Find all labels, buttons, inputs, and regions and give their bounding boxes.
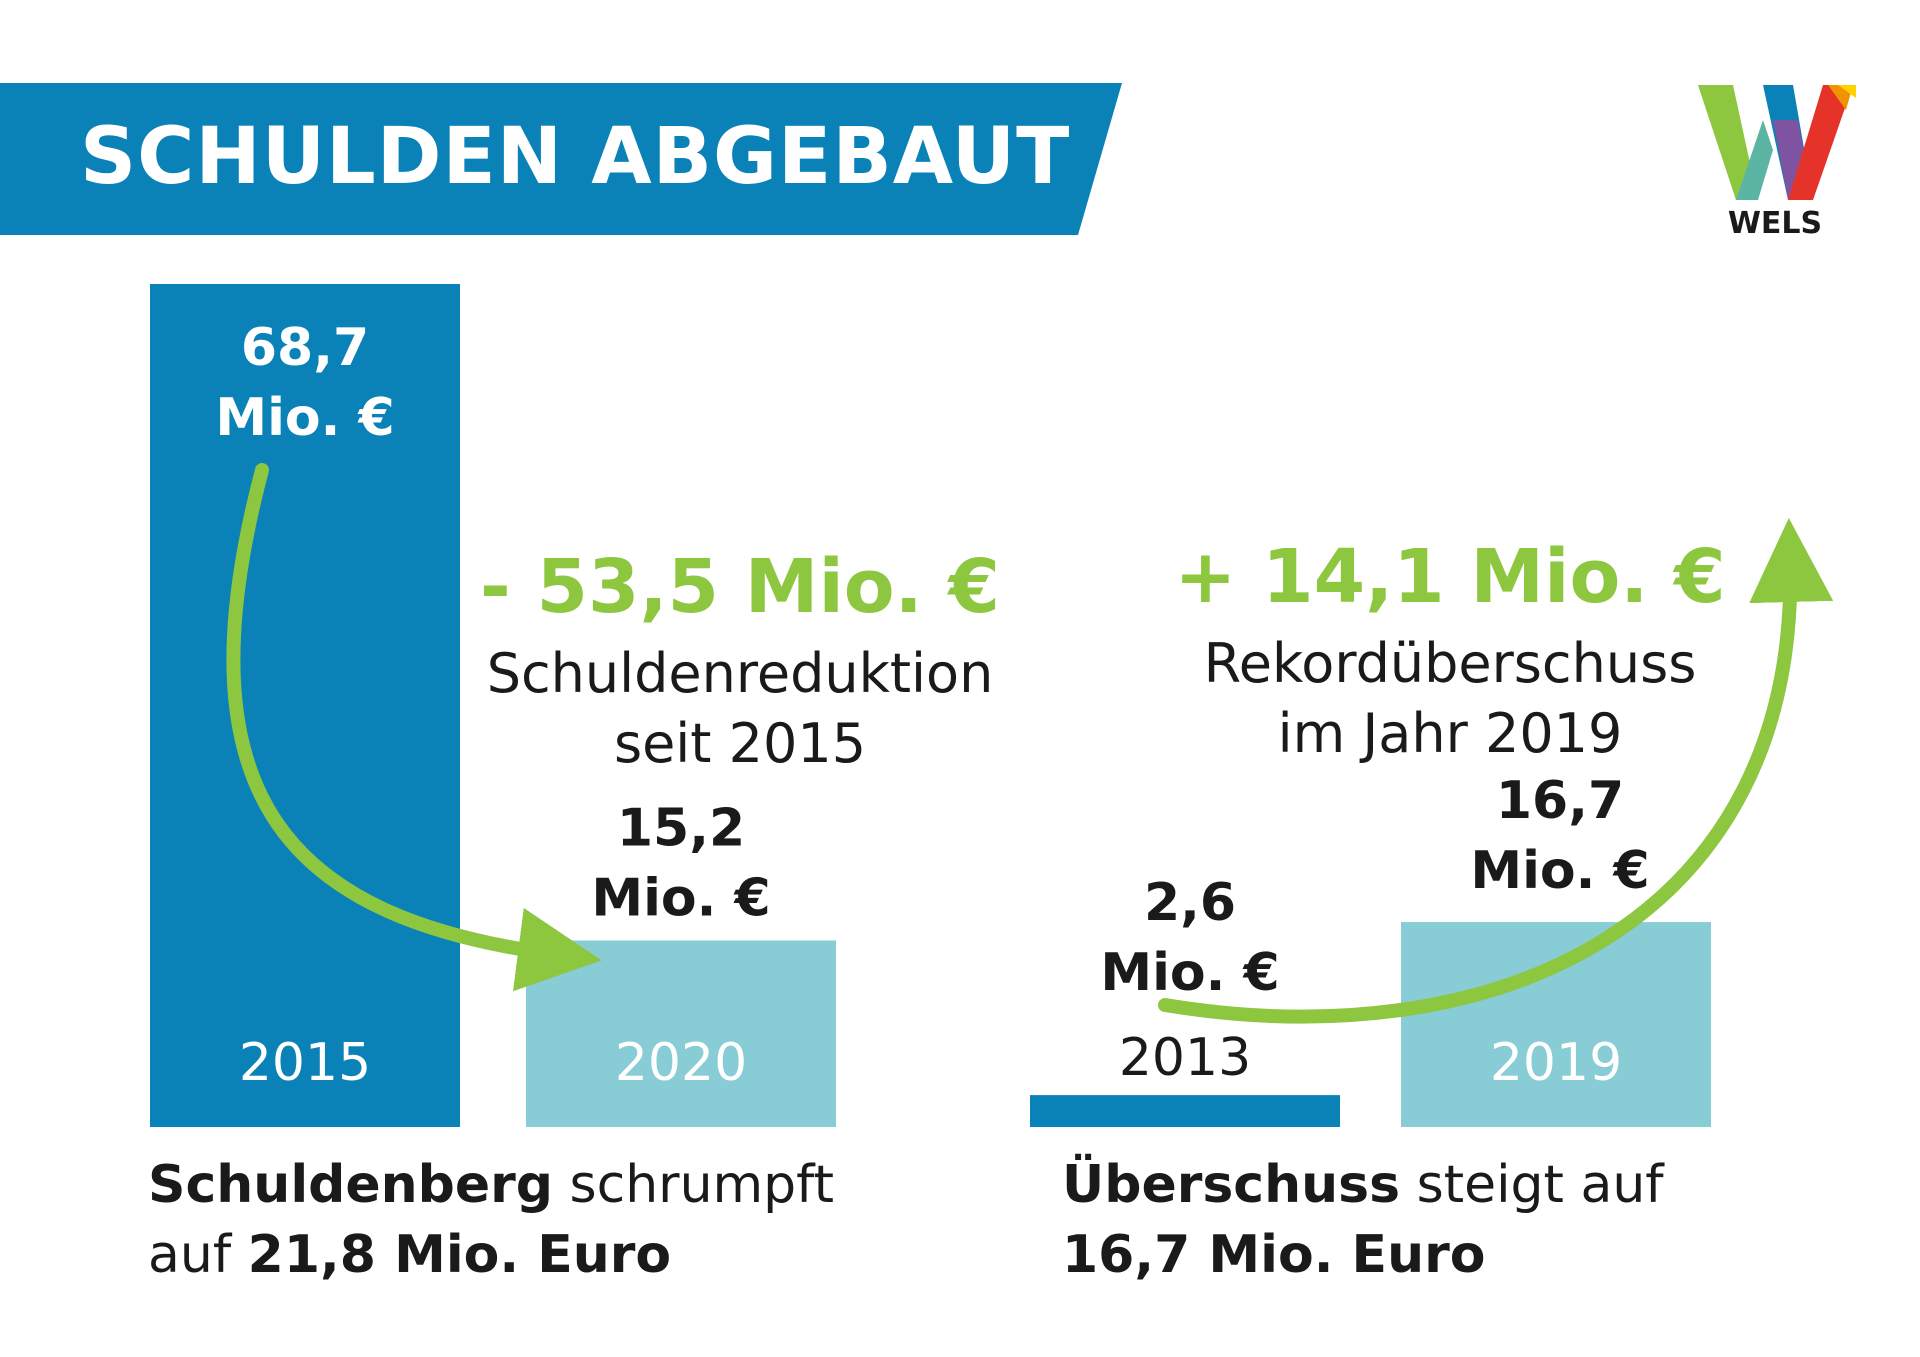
value-label-2013: 2,6	[1144, 873, 1236, 933]
category-label-2020: 2020	[615, 1033, 747, 1093]
arrow-decrease	[226, 463, 602, 992]
bar-2019	[1401, 922, 1711, 1127]
arrow-increase	[1158, 518, 1834, 1024]
chart-surplus: 2013 2019 2,6 Mio. € 16,7 Mio. € + 14,1 Mio. €…	[1030, 518, 1834, 1127]
annotation-line: seit 2015	[614, 712, 866, 775]
category-label-2019: 2019	[1490, 1033, 1622, 1093]
category-label-2015: 2015	[239, 1033, 371, 1093]
caption-debt: Schuldenberg schrumpft auf 21,8 Mio. Eur…	[148, 1150, 834, 1290]
value-unit-2019: Mio. €	[1470, 841, 1649, 901]
annotation-line: Schuldenreduktion	[487, 642, 994, 705]
annotation-line: im Jahr 2019	[1278, 702, 1623, 765]
value-label-2020: 15,2	[617, 798, 745, 858]
value-unit-2020: Mio. €	[591, 868, 770, 928]
title-banner: SCHULDEN ABGEBAUT	[0, 0, 1920, 260]
caption-surplus-bold: Überschuss	[1062, 1155, 1401, 1215]
annotation-value: - 53,5 Mio. €	[480, 544, 1000, 630]
bar-2015	[150, 284, 460, 1127]
value-unit-2013: Mio. €	[1100, 943, 1279, 1003]
annotation-line: Rekordüberschuss	[1204, 632, 1697, 695]
annotation-value: + 14,1 Mio. €	[1174, 534, 1725, 620]
caption-surplus-text1: steigt auf	[1400, 1155, 1664, 1215]
caption-debt-bold2: 21,8 Mio. Euro	[247, 1225, 672, 1285]
value-unit-2015: Mio. €	[215, 388, 394, 448]
wels-w-logo-icon	[1688, 80, 1858, 250]
caption-surplus: Überschuss steigt auf 16,7 Mio. Euro	[1062, 1150, 1664, 1290]
caption-surplus-bold2: 16,7 Mio. Euro	[1062, 1225, 1486, 1285]
logo-text: WELS	[1727, 206, 1823, 241]
caption-debt-bold: Schuldenberg	[148, 1155, 554, 1215]
chart-debt: 2015 2020 68,7 Mio. € 15,2 Mio. € - 53,5 Mio. …	[150, 284, 1000, 1127]
page-title: SCHULDEN ABGEBAUT	[80, 112, 1071, 202]
caption-debt-text2: auf	[148, 1225, 248, 1285]
category-label-2013: 2013	[1119, 1028, 1251, 1088]
bar-2013	[1030, 1095, 1340, 1127]
value-label-2019: 16,7	[1496, 771, 1624, 831]
value-label-2015: 68,7	[241, 318, 369, 378]
banner-shape	[0, 83, 1122, 235]
caption-debt-text1: schrumpft	[553, 1155, 834, 1215]
